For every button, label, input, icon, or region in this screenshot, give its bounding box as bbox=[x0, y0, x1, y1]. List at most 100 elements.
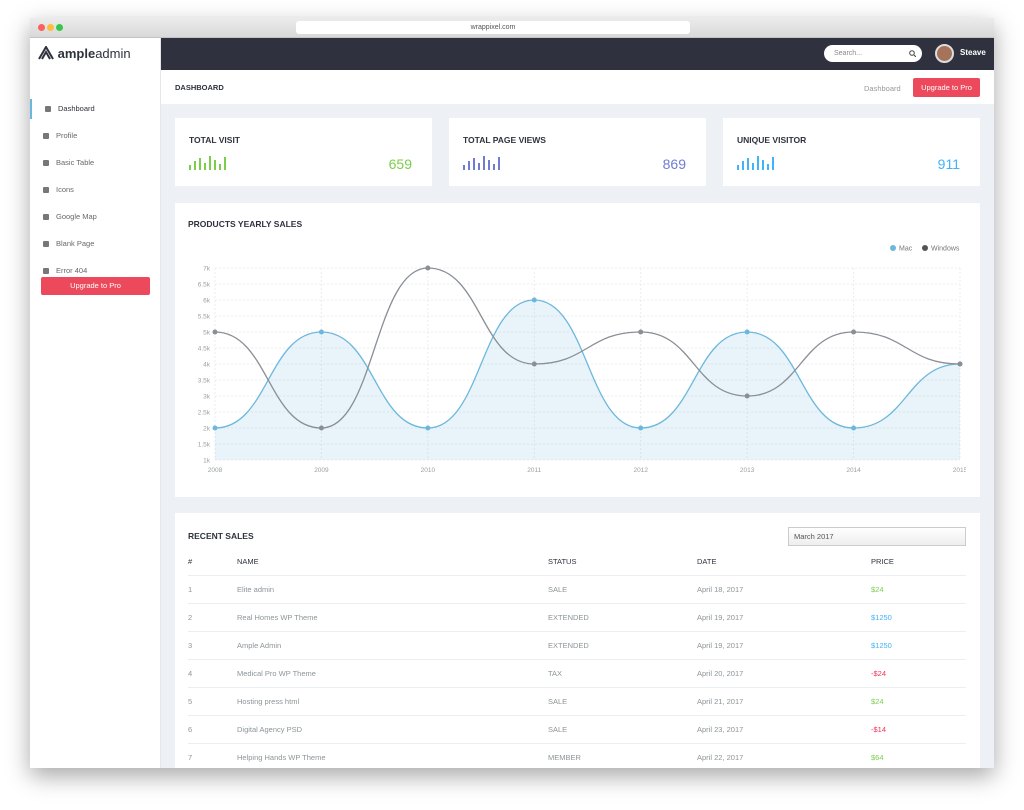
data-point bbox=[957, 361, 963, 367]
search-placeholder: Search... bbox=[834, 50, 863, 57]
table-cell: $1250 bbox=[871, 640, 892, 650]
spark-bar bbox=[737, 165, 739, 170]
sparkline bbox=[737, 154, 777, 170]
table-cell: 1 bbox=[188, 584, 193, 594]
table-cell: -$24 bbox=[871, 668, 887, 678]
data-point bbox=[425, 425, 431, 431]
data-point bbox=[212, 425, 218, 431]
y-tick-label: 1k bbox=[203, 458, 211, 465]
y-tick-label: 7k bbox=[203, 266, 211, 273]
nav-item[interactable]: Basic Table bbox=[30, 153, 161, 173]
y-tick-label: 1.5k bbox=[198, 442, 211, 449]
table-cell: April 21, 2017 bbox=[697, 696, 744, 706]
breadcrumb-bar: DASHBOARD Dashboard Upgrade to Pro bbox=[161, 70, 994, 104]
user-name[interactable]: Steave bbox=[960, 48, 986, 57]
stat-value: 911 bbox=[937, 156, 960, 172]
stat-card: TOTAL PAGE VIEWS 869 bbox=[449, 118, 706, 186]
stat-title: UNIQUE VISITOR bbox=[737, 135, 807, 145]
sidebar: ampleadmin Dashboard Profile Basic Table Ic… bbox=[30, 38, 161, 768]
legend-marker bbox=[922, 245, 928, 251]
spark-bar bbox=[199, 158, 201, 170]
nav-item[interactable]: Profile bbox=[30, 126, 161, 146]
search-icon bbox=[909, 50, 916, 57]
spark-bar bbox=[747, 158, 749, 170]
table-cell: 4 bbox=[188, 668, 193, 678]
table-cell: April 22, 2017 bbox=[697, 752, 744, 762]
x-tick-label: 2010 bbox=[421, 467, 436, 474]
nav-item[interactable]: Error 404 bbox=[30, 261, 161, 281]
y-tick-label: 6k bbox=[203, 298, 211, 305]
spark-bar bbox=[224, 157, 226, 170]
table-cell: 7 bbox=[188, 752, 193, 762]
table-header: # NAME STATUS DATE PRICE bbox=[188, 549, 966, 575]
table-cell: Elite admin bbox=[237, 584, 275, 594]
table-cell: Helping Hands WP Theme bbox=[237, 752, 326, 762]
user-avatar[interactable] bbox=[935, 44, 954, 63]
chart-title: PRODUCTS YEARLY SALES bbox=[188, 219, 302, 229]
table-row: 7 Helping Hands WP Theme MEMBER April 22, 2… bbox=[188, 743, 966, 768]
spark-bar bbox=[219, 164, 221, 170]
close-button[interactable] bbox=[38, 24, 45, 31]
nav-icon bbox=[43, 160, 49, 166]
minimize-button[interactable] bbox=[47, 24, 54, 31]
spark-bar bbox=[473, 158, 475, 170]
column-header: DATE bbox=[697, 557, 717, 567]
legend-marker bbox=[890, 245, 896, 251]
x-tick-label: 2013 bbox=[740, 467, 755, 474]
data-point bbox=[212, 329, 218, 335]
data-point bbox=[425, 265, 431, 271]
table-cell: $24 bbox=[871, 696, 884, 706]
address-bar[interactable]: wrappixel.com bbox=[296, 21, 690, 34]
y-tick-label: 3k bbox=[203, 394, 211, 401]
month-select[interactable]: March 2017 bbox=[788, 527, 966, 546]
nav-label: Dashboard bbox=[58, 104, 95, 113]
table-cell: EXTENDED bbox=[548, 640, 589, 650]
upgrade-button[interactable]: Upgrade to Pro bbox=[41, 277, 150, 295]
stat-title: TOTAL VISIT bbox=[189, 135, 241, 145]
nav-label: Google Map bbox=[56, 212, 97, 221]
table-cell: EXTENDED bbox=[548, 612, 589, 622]
spark-bar bbox=[214, 160, 216, 170]
nav-item[interactable]: Blank Page bbox=[30, 234, 161, 254]
y-tick-label: 3.5k bbox=[198, 378, 211, 385]
x-tick-label: 2014 bbox=[846, 467, 861, 474]
chart-card: PRODUCTS YEARLY SALES 1k 1.5k 2k 2.5k 3k 3.5k 4… bbox=[175, 203, 980, 497]
x-tick-label: 2011 bbox=[527, 467, 541, 474]
nav-icon bbox=[43, 268, 49, 274]
stat-title: TOTAL PAGE VIEWS bbox=[463, 135, 546, 145]
nav-item[interactable]: Icons bbox=[30, 180, 161, 200]
table-cell: 5 bbox=[188, 696, 193, 706]
upgrade-button[interactable]: Upgrade to Pro bbox=[913, 78, 980, 97]
data-point bbox=[638, 329, 644, 335]
logo[interactable]: ampleadmin bbox=[38, 45, 131, 61]
table-cell: April 23, 2017 bbox=[697, 724, 744, 734]
table-cell: Real Homes WP Theme bbox=[237, 612, 318, 622]
maximize-button[interactable] bbox=[56, 24, 63, 31]
nav-item[interactable]: Google Map bbox=[30, 207, 161, 227]
legend-label: Windows bbox=[931, 246, 960, 253]
x-tick-label: 2015 bbox=[953, 467, 966, 474]
x-tick-label: 2012 bbox=[633, 467, 648, 474]
month-select-value: March 2017 bbox=[794, 532, 834, 541]
breadcrumb-link[interactable]: Dashboard bbox=[864, 84, 901, 93]
column-header: PRICE bbox=[871, 557, 894, 567]
nav-item[interactable]: Dashboard bbox=[30, 99, 161, 119]
nav-label: Basic Table bbox=[56, 158, 95, 167]
table-cell: 3 bbox=[188, 640, 193, 650]
search-input[interactable]: Search... bbox=[824, 45, 922, 62]
spark-bar bbox=[752, 163, 754, 170]
table-cell: TAX bbox=[548, 668, 563, 678]
y-tick-label: 5k bbox=[203, 330, 211, 337]
table-cell: $64 bbox=[871, 752, 884, 762]
nav-label: Icons bbox=[56, 185, 74, 194]
spark-bar bbox=[488, 160, 490, 170]
table-cell: April 19, 2017 bbox=[697, 640, 744, 650]
data-point bbox=[744, 329, 750, 335]
sparkline bbox=[189, 154, 229, 170]
series-area bbox=[215, 300, 960, 460]
stat-card: TOTAL VISIT 659 bbox=[175, 118, 432, 186]
y-tick-label: 6.5k bbox=[198, 282, 211, 289]
table-row: 3 Ample Admin EXTENDED April 19, 2017 $1250 bbox=[188, 631, 966, 659]
spark-bar bbox=[772, 157, 774, 170]
table-cell: April 20, 2017 bbox=[697, 668, 744, 678]
